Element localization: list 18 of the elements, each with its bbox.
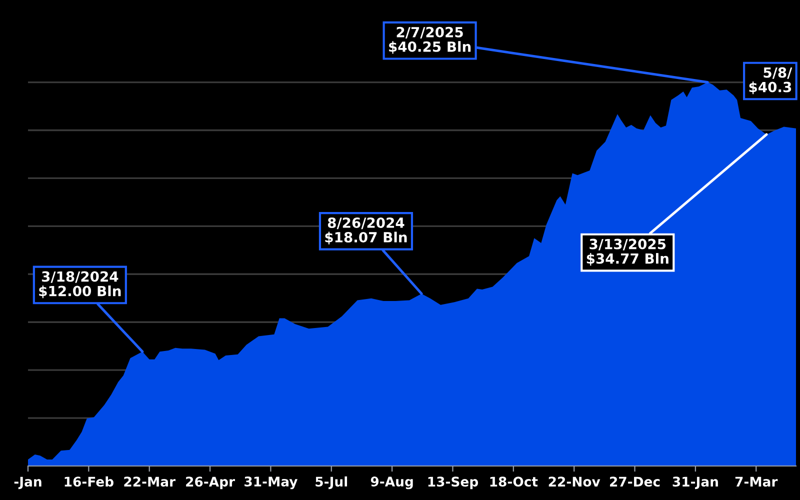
- x-tick-label: 13-Sep: [428, 476, 478, 490]
- x-tick-label: 16-Feb: [64, 476, 114, 487]
- annotation: 2/7/2025 $40.25 Bln: [389, 26, 471, 54]
- annotation: 3/13/2025 $34.77 Bln: [586, 238, 668, 266]
- annotation: 5/8/ $40.3: [749, 67, 792, 94]
- x-tick-label: 22-Nov: [548, 476, 600, 487]
- x-tick-label: 27-Dec: [610, 476, 660, 487]
- x-tick-label: 18-Oct: [490, 476, 538, 487]
- x-tick-label: 31-May: [244, 476, 298, 490]
- x-tick-label: -Jan: [14, 476, 42, 490]
- annotation: 3/18/2024 $12.00 Bln: [39, 271, 121, 298]
- x-tick-label: 7-Mar: [735, 476, 778, 487]
- x-tick-label: 5-Jul: [316, 476, 348, 490]
- x-tick-label: 22-Mar: [124, 476, 176, 487]
- x-tick-label: 31-Jan: [672, 476, 718, 490]
- annotation: 8/26/2024 $18.07 Bln: [325, 217, 407, 244]
- x-tick-label: 9-Aug: [370, 476, 413, 490]
- x-tick-label: 26-Apr: [186, 476, 235, 490]
